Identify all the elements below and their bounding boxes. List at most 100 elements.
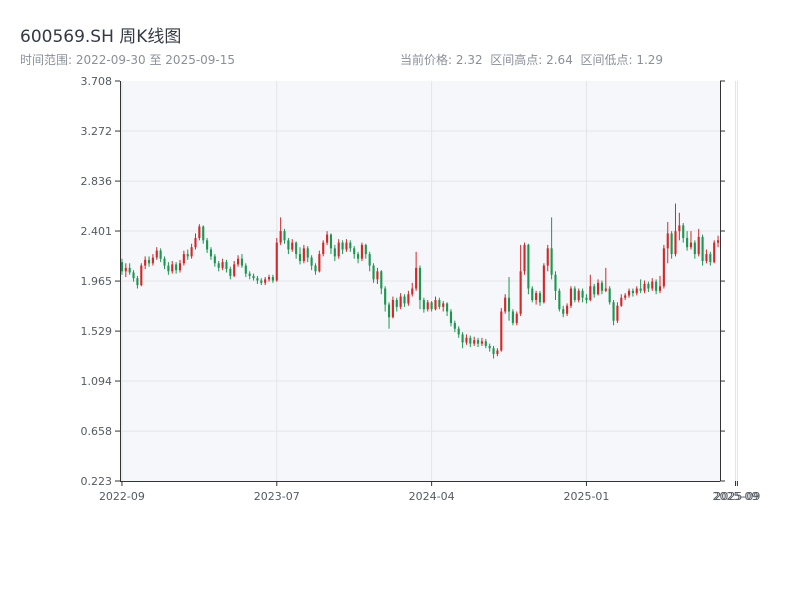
candle	[329, 233, 333, 255]
candle	[430, 301, 433, 312]
candle-body	[593, 286, 596, 295]
candle-body	[686, 238, 689, 248]
candle	[422, 297, 425, 313]
y-tick-label: 2.836	[81, 175, 113, 188]
candle-body	[372, 265, 375, 280]
candle-body	[473, 340, 476, 344]
candle-body	[302, 248, 305, 261]
candle	[337, 239, 340, 259]
x-axis-ticks: 2022-09 2023-07 2024-04 2025-01 2025-092025-…	[99, 481, 760, 503]
candle-body	[651, 281, 654, 289]
candle	[426, 299, 429, 312]
candle-body	[542, 265, 545, 303]
candle-body	[453, 322, 456, 329]
candle-body	[430, 302, 433, 310]
candle	[589, 274, 592, 302]
candle-body	[639, 288, 642, 291]
candle	[229, 266, 232, 280]
y-tick-label: 3.708	[81, 75, 113, 88]
candle	[705, 249, 708, 264]
candle-body	[349, 242, 352, 249]
candle-body	[217, 263, 220, 268]
candle	[597, 279, 600, 296]
candle-body	[252, 275, 255, 279]
candle	[291, 239, 294, 252]
candle	[624, 293, 627, 300]
candle	[418, 265, 422, 310]
date-range: 时间范围: 2022-09-30 至 2025-09-15	[20, 51, 235, 68]
candle	[275, 238, 278, 282]
candle	[566, 303, 569, 317]
candle-body	[229, 269, 232, 276]
candle-body	[147, 259, 151, 264]
y-tick-label: 1.965	[81, 275, 113, 288]
range-high-value: 2.64	[546, 53, 573, 67]
y-tick-label: 0.658	[81, 425, 113, 438]
date-range-end: 2025-09-15	[165, 53, 236, 67]
candle	[384, 286, 387, 312]
candle-body	[693, 242, 696, 255]
candle	[159, 248, 162, 263]
candle	[209, 247, 213, 260]
candle	[136, 275, 139, 289]
candle	[461, 332, 464, 349]
candle-body	[573, 288, 576, 300]
candle	[511, 309, 514, 326]
candle-body	[221, 262, 224, 268]
candle	[287, 238, 290, 255]
candle	[217, 260, 220, 272]
candle	[616, 302, 619, 323]
candle-body	[225, 262, 228, 270]
candle-body	[492, 348, 495, 354]
candle-body	[310, 257, 313, 266]
candle-body	[705, 254, 708, 261]
candle-body	[399, 296, 402, 307]
candle-body	[260, 280, 263, 283]
candle	[302, 244, 305, 264]
candle-body	[403, 296, 406, 304]
candle	[647, 281, 650, 292]
candle-body	[469, 337, 472, 344]
candle-body	[182, 254, 185, 264]
candle-body	[360, 244, 363, 259]
y-tick-label: 2.401	[81, 225, 113, 238]
candle-body	[480, 341, 483, 344]
candle	[492, 345, 495, 359]
candle	[585, 294, 588, 304]
x-tick-label: 2023-07	[254, 490, 300, 503]
candle	[689, 231, 693, 250]
candle-body	[306, 248, 309, 258]
candle	[465, 334, 468, 345]
candle	[298, 247, 302, 265]
candle	[484, 339, 487, 349]
candle	[527, 243, 530, 295]
candle	[519, 244, 522, 317]
candle	[194, 233, 197, 250]
candle-body	[500, 311, 503, 351]
candle	[391, 296, 394, 319]
y-tick-label: 3.272	[81, 125, 113, 138]
candle	[600, 280, 603, 295]
candle-body	[256, 278, 259, 281]
candle	[620, 294, 623, 307]
candle-body	[395, 299, 398, 307]
candle-body	[538, 293, 542, 303]
candle	[256, 275, 259, 284]
candle-body	[585, 297, 588, 300]
candle	[686, 231, 689, 251]
y-tick-label: 1.529	[81, 325, 113, 338]
candle-body	[291, 242, 294, 250]
candle	[283, 228, 286, 244]
candle-body	[631, 290, 634, 294]
candle	[608, 286, 611, 305]
candle-body	[426, 302, 429, 310]
candle	[635, 286, 638, 296]
candle	[171, 260, 174, 274]
candle-body	[604, 288, 607, 291]
candle-body	[496, 350, 499, 354]
candle	[562, 305, 565, 318]
candle-body	[387, 304, 391, 318]
candle-body	[484, 341, 487, 346]
candle-body	[329, 234, 333, 249]
candle-body	[709, 254, 712, 263]
